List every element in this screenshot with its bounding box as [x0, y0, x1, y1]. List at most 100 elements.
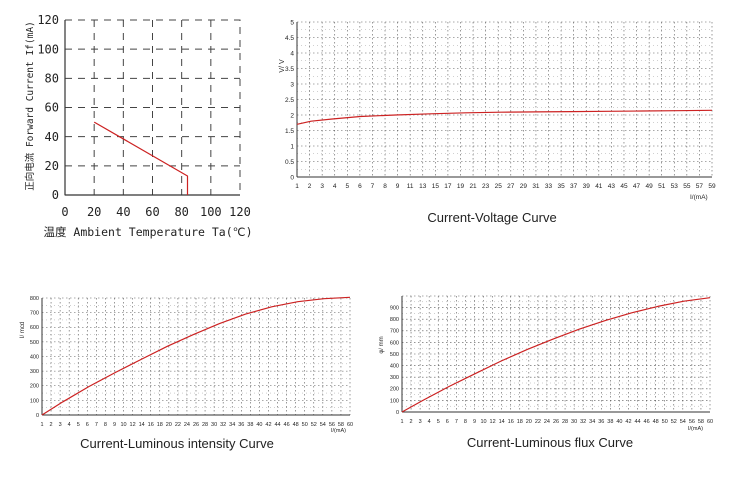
chart-2-grid	[297, 21, 713, 177]
chart-3-x-tick-label: 18	[157, 422, 163, 428]
chart-3-x-tick-label: 14	[139, 422, 145, 428]
chart-1-x-tick-label: 20	[87, 205, 101, 219]
chart-2-y-tick-label: 1	[290, 143, 294, 150]
chart-2-x-tick-label: 13	[419, 183, 427, 190]
chart-4-x-tick-label: 9	[473, 419, 476, 425]
chart-1-y-tick-label: 80	[45, 72, 59, 86]
chart-4-x-tick-label: 32	[580, 419, 586, 425]
chart-2-y-axis-label: V/ V	[279, 59, 286, 73]
chart-3-y-tick-label: 400	[30, 354, 39, 360]
chart-4-x-tick-label: 5	[437, 419, 440, 425]
chart-2-x-tick-label: 27	[507, 183, 515, 190]
chart-1-x-tick-label: 120	[229, 205, 251, 219]
chart-2-y-tick-label: 0	[290, 174, 294, 181]
chart-3-y-tick-label: 700	[30, 311, 39, 317]
chart-4-x-tick-label: 16	[508, 419, 514, 425]
chart-2-y-tick-label: 4	[290, 50, 294, 57]
chart-2-x-tick-label: 29	[520, 183, 528, 190]
chart-3-x-tick-label: 24	[184, 422, 190, 428]
chart-2-y-tick-label: 2	[290, 112, 294, 119]
chart-3-x-tick-label: 4	[68, 422, 71, 428]
chart-4-series-line	[401, 297, 711, 413]
chart-4-x-tick-label: 22	[535, 419, 541, 425]
chart-4-x-tick-label: 2	[410, 419, 413, 425]
chart-3-y-tick-label: 0	[36, 413, 39, 419]
chart-3-x-tick-label: 2	[50, 422, 53, 428]
chart-2-x-tick-label: 51	[658, 183, 666, 190]
chart-4-x-tick-label: 30	[571, 419, 577, 425]
chart-3-x-tick-label: 32	[220, 422, 226, 428]
chart-4-x-tick-label: 42	[625, 419, 631, 425]
chart-3-x-tick-label: 7	[95, 422, 98, 428]
chart-1-series-line	[93, 121, 189, 195]
chart-2-x-tick-label: 59	[708, 183, 716, 190]
chart-3-x-tick-label: 46	[284, 422, 290, 428]
chart-4-y-tick-label: 900	[390, 306, 399, 312]
chart-4-y-tick-label: 800	[390, 317, 399, 323]
chart-2-x-tick-label: 6	[358, 183, 362, 190]
chart-1-x-tick-label: 40	[116, 205, 130, 219]
chart-2-x-tick-label: 41	[595, 183, 603, 190]
chart-4-x-tick-label: 8	[464, 419, 467, 425]
chart-3-x-tick-label: 54	[320, 422, 326, 428]
chart-3-x-tick-label: 20	[166, 422, 172, 428]
chart-1-y-tick-label: 120	[37, 13, 59, 27]
chart-2-x-tick-label: 5	[345, 183, 349, 190]
chart-4-x-tick-label: 7	[455, 419, 458, 425]
chart-4-x-tick-label: 4	[428, 419, 431, 425]
chart-1-x-axis-label: 温度 Ambient Temperature Ta(℃)	[43, 225, 252, 239]
chart-2-x-tick-label: 33	[545, 183, 553, 190]
chart-4-x-tick-label: 38	[607, 419, 613, 425]
chart-4-x-tick-label: 52	[671, 419, 677, 425]
chart-4-y-tick-label: 400	[390, 364, 399, 370]
chart-2-y-tick-label: 4.5	[285, 35, 294, 42]
chart-2-x-tick-label: 57	[696, 183, 704, 190]
chart-3-x-tick-label: 3	[59, 422, 62, 428]
chart-3-x-tick-label: 26	[193, 422, 199, 428]
chart-1-y-tick-label: 20	[45, 159, 59, 173]
chart-3-x-axis-label: I/(mA)	[331, 428, 346, 434]
chart-1-y-axis-label: 正向电流 Forward Current If(mA)	[24, 21, 36, 191]
chart-4-x-tick-label: 50	[662, 419, 668, 425]
chart-4-x-tick-label: 36	[598, 419, 604, 425]
chart-2-x-tick-label: 45	[620, 183, 628, 190]
chart-2-y-tick-label: 1.5	[285, 128, 294, 135]
chart-3-x-tick-label: 30	[211, 422, 217, 428]
chart-2-x-tick-label: 9	[396, 183, 400, 190]
chart-1-x-tick-label: 80	[174, 205, 188, 219]
chart-3-x-tick-label: 34	[229, 422, 235, 428]
chart-2-x-tick-label: 47	[633, 183, 641, 190]
chart-3-x-tick-label: 56	[329, 422, 335, 428]
chart-2-x-tick-label: 17	[444, 183, 452, 190]
chart-2-y-tick-label: 3	[290, 81, 294, 88]
chart-3-x-tick-label: 5	[77, 422, 80, 428]
chart-4-x-tick-label: 24	[544, 419, 550, 425]
chart-4-x-tick-label: 46	[644, 419, 650, 425]
chart-3-x-tick-label: 38	[247, 422, 253, 428]
chart-3-x-tick-label: 10	[120, 422, 126, 428]
chart-2-y-tick-label: 5	[290, 19, 294, 26]
chart-4-x-tick-label: 56	[689, 419, 695, 425]
chart-4-y-tick-label: 100	[390, 398, 399, 404]
chart-1-x-tick-label: 100	[200, 205, 222, 219]
chart-3-title: Current-Luminous intensity Curve	[80, 436, 274, 451]
chart-4-y-tick-label: 300	[390, 375, 399, 381]
chart-4-x-tick-label: 54	[680, 419, 686, 425]
chart-1-y-tick-label: 40	[45, 130, 59, 144]
chart-3-x-tick-label: 52	[311, 422, 317, 428]
chart-2-x-tick-label: 39	[583, 183, 591, 190]
chart-1-x-tick-label: 0	[61, 205, 68, 219]
chart-2-x-tick-label: 25	[495, 183, 503, 190]
chart-4-x-tick-label: 3	[419, 419, 422, 425]
chart-4-x-tick-label: 60	[707, 419, 713, 425]
chart-4-x-tick-label: 28	[562, 419, 568, 425]
chart-3-x-tick-label: 58	[338, 422, 344, 428]
chart-2-series-line	[296, 109, 713, 125]
chart-4-y-tick-label: 200	[390, 387, 399, 393]
chart-2-x-tick-label: 8	[383, 183, 387, 190]
chart-3-x-tick-label: 22	[175, 422, 181, 428]
chart-2-x-tick-label: 23	[482, 183, 490, 190]
chart-4-x-tick-label: 6	[446, 419, 449, 425]
chart-1-y-tick-label: 100	[37, 42, 59, 56]
